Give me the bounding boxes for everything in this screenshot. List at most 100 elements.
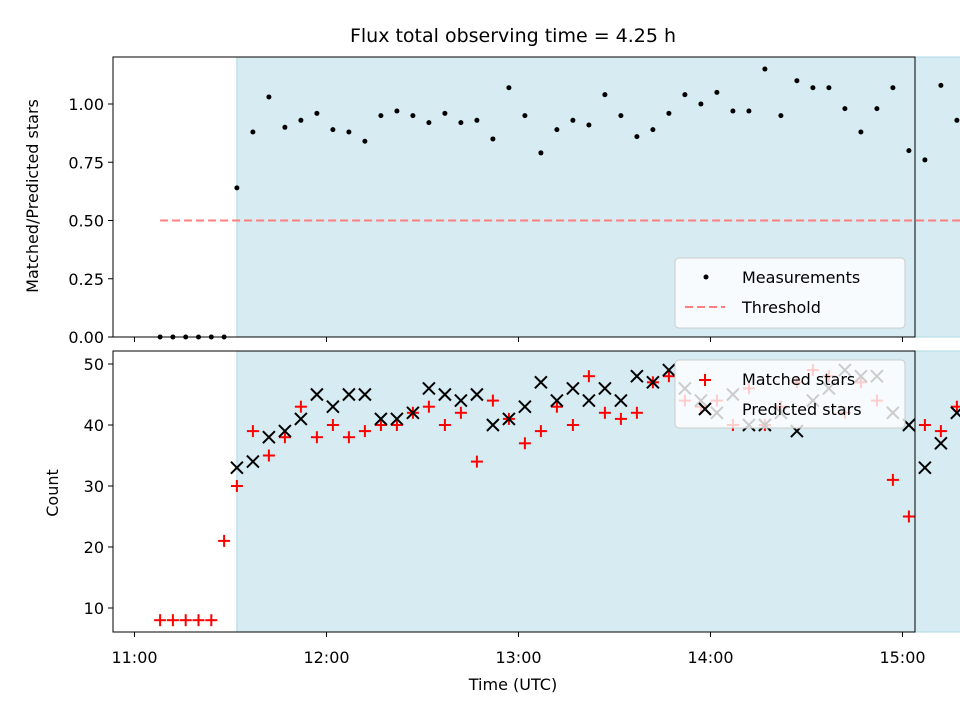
count-y-tick-label: 20 <box>84 538 104 557</box>
predicted-star-point <box>662 363 676 377</box>
measurement-point <box>650 127 656 133</box>
ratio-y-tick-label: 0.25 <box>68 270 104 289</box>
measurement-point <box>570 117 576 123</box>
measurement-point <box>250 129 256 135</box>
predicted-star-point <box>310 387 324 402</box>
count-y-tick-label: 40 <box>84 416 104 435</box>
measurement-point <box>858 129 864 135</box>
matched-star-point <box>438 419 451 431</box>
x-stroke <box>902 418 916 432</box>
measurement-point <box>682 92 688 98</box>
measurement-point <box>954 117 960 123</box>
count-x-tick-label: 14:00 <box>687 648 733 667</box>
matched-star-point <box>566 419 579 431</box>
x-stroke <box>454 393 468 408</box>
matched-star-point <box>422 400 435 413</box>
measurement-point <box>298 117 304 123</box>
matched-star-point <box>518 437 531 450</box>
count-y-axis-label: Count <box>43 469 62 517</box>
matched-star-point <box>262 449 275 462</box>
measurement-point <box>618 113 624 119</box>
matched-star-point <box>154 614 167 627</box>
predicted-star-point <box>438 387 452 402</box>
predicted-star-point <box>294 412 308 426</box>
x-stroke <box>470 387 484 402</box>
x-stroke <box>342 387 356 402</box>
x-stroke <box>294 412 308 426</box>
predicted-star-point <box>566 381 580 396</box>
matched-star-point <box>454 406 467 419</box>
matched-star-point <box>918 419 931 431</box>
count-y-tick-label: 30 <box>84 477 104 496</box>
measurement-point <box>346 129 352 135</box>
matched-star-point <box>934 425 947 438</box>
predicted-star-point <box>246 454 260 469</box>
ratio-y-tick-label: 0.00 <box>68 328 104 347</box>
predicted-star-point <box>278 424 292 438</box>
predicted-star-point <box>358 387 372 402</box>
count-x-ticks: 11:0012:0013:0014:0015:0016:0017:0018:00… <box>111 632 926 667</box>
matched-star-point <box>166 614 179 627</box>
matched-star-point <box>902 510 915 523</box>
predicted-star-point <box>326 399 340 414</box>
predicted-star-point <box>934 436 948 451</box>
measurement-point <box>762 66 768 72</box>
matched-star-point <box>886 473 899 486</box>
predicted-star-point <box>470 387 484 402</box>
x-stroke <box>518 399 532 414</box>
measurement-point <box>266 94 272 100</box>
matched-star-point <box>278 431 291 444</box>
measurement-point <box>554 127 560 133</box>
predicted-star-point <box>518 399 532 414</box>
x-stroke <box>566 381 580 396</box>
predicted-star-point <box>422 381 436 396</box>
x-stroke <box>326 399 340 414</box>
matched-star-point <box>950 400 960 413</box>
ratio-y-axis-label: Matched/Predicted stars <box>23 99 42 293</box>
count-x-tick-label: 12:00 <box>303 648 349 667</box>
matched-star-point <box>662 370 675 383</box>
predicted-star-point <box>390 412 404 426</box>
matched-star-point <box>192 614 205 627</box>
x-stroke <box>374 412 388 426</box>
x-stroke <box>502 412 516 426</box>
measurement-point <box>922 157 928 163</box>
predicted-star-point <box>406 406 420 420</box>
matched-star-point <box>310 431 323 444</box>
count-y-tick-label: 10 <box>84 599 104 618</box>
ratio-legend-box <box>674 257 906 329</box>
predicted-star-point <box>262 430 276 444</box>
measurement-point <box>362 138 368 144</box>
legend-measurements-marker <box>703 274 709 280</box>
x-stroke <box>550 393 564 408</box>
predicted-star-point <box>534 375 548 390</box>
measurement-point <box>506 85 512 91</box>
matched-star-point <box>326 419 339 431</box>
measurement-point <box>746 108 752 114</box>
ratio-axes-frame <box>112 56 916 338</box>
x-axis-label: Time (UTC) <box>468 675 557 694</box>
measurement-point <box>458 120 464 126</box>
count-y-tick-label: 50 <box>84 355 104 374</box>
measurement-point <box>714 89 720 95</box>
measurement-point <box>314 110 320 116</box>
matched-star-point <box>550 400 563 413</box>
predicted-star-point <box>918 460 932 475</box>
matched-star-point <box>294 400 307 413</box>
matched-star-point <box>486 394 499 407</box>
x-stroke <box>598 381 612 396</box>
predicted-star-point <box>342 387 356 402</box>
x-stroke <box>918 460 932 475</box>
matched-star-point <box>630 406 643 419</box>
measurement-point <box>410 113 416 119</box>
legend-measurements-label: Measurements <box>742 268 860 287</box>
measurement-point <box>810 85 816 91</box>
count-legend: Matched stars Predicted stars <box>674 359 906 429</box>
x-stroke <box>614 393 628 408</box>
predicted-star-point <box>582 393 596 408</box>
matched-star-point <box>470 455 483 468</box>
x-stroke <box>406 406 420 420</box>
x-stroke <box>950 408 960 420</box>
matched-star-point <box>598 406 611 419</box>
matched-star-point <box>218 534 231 547</box>
